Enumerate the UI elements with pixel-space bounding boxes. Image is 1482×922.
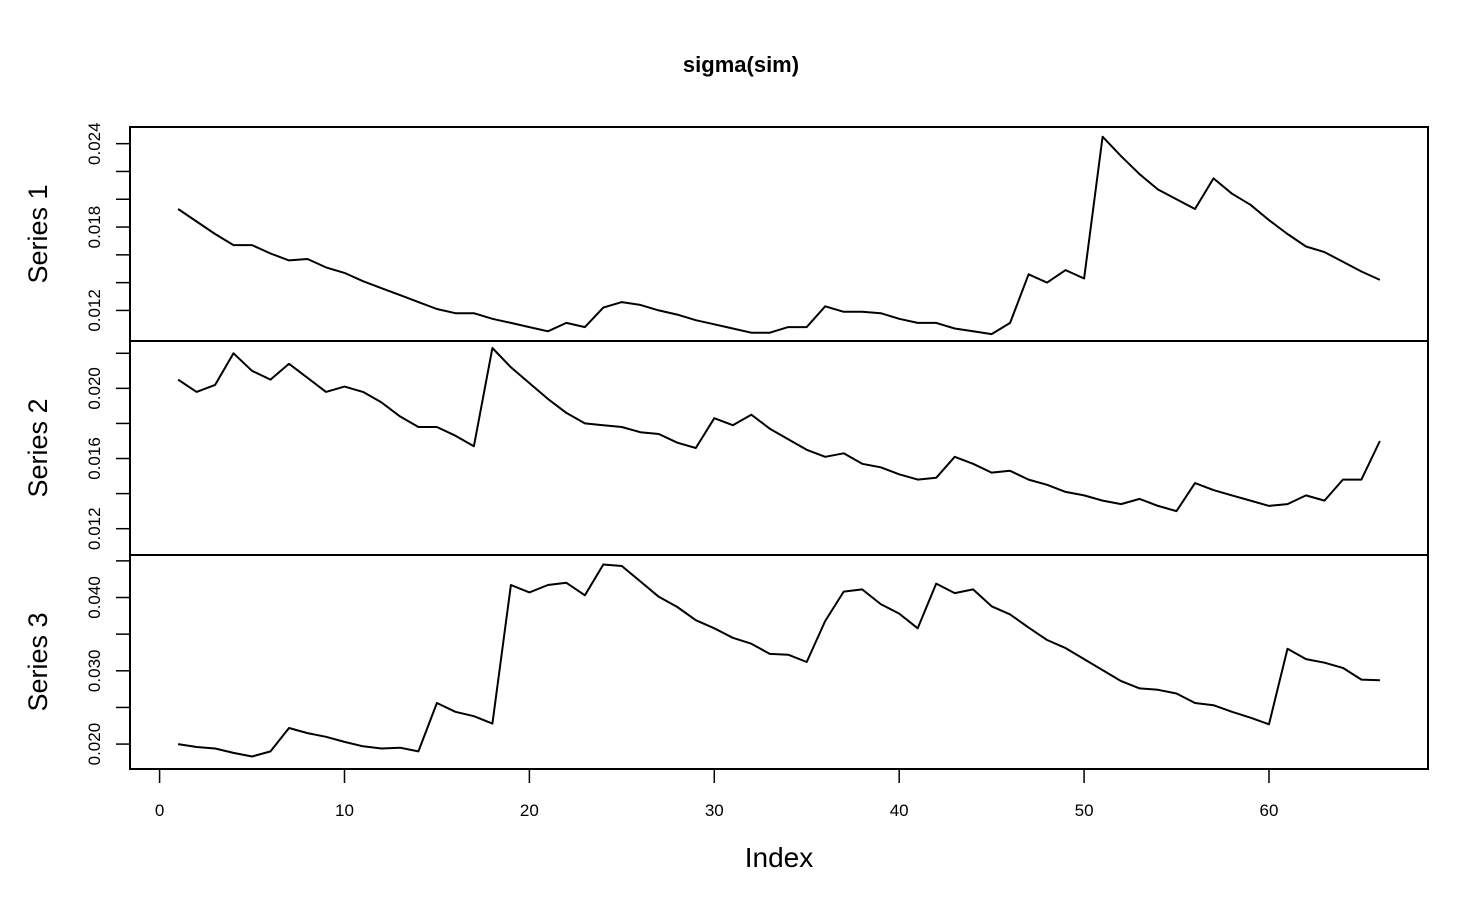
x-tick-label: 40 — [890, 801, 909, 820]
y-tick-label: 0.030 — [85, 650, 104, 693]
panel-1: 0.012 0.018 0.024 Series 1 — [23, 122, 1429, 342]
panels: 0.012 0.018 0.024 Series 1 0.012 0.016 0.020 Se… — [23, 122, 1429, 770]
panel-3: 0.020 0.030 0.040 Series 3 — [23, 554, 1429, 770]
series-label: Series 2 — [23, 398, 53, 497]
y-tick-label: 0.018 — [85, 206, 104, 249]
y-tick-label: 0.012 — [85, 507, 104, 550]
y-tick-label: 0.012 — [85, 289, 104, 332]
x-tick-label: 0 — [155, 801, 164, 820]
chart-title: sigma(sim) — [683, 52, 799, 77]
panel-frame — [129, 126, 1429, 342]
x-tick-label: 60 — [1260, 801, 1279, 820]
series-line — [177, 563, 1380, 758]
x-tick-label: 50 — [1075, 801, 1094, 820]
x-tick-label: 30 — [705, 801, 724, 820]
series-label: Series 1 — [23, 184, 53, 283]
x-tick-label: 20 — [520, 801, 539, 820]
y-tick-label: 0.024 — [85, 122, 104, 165]
panel-2: 0.012 0.016 0.020 Series 2 — [23, 340, 1429, 556]
y-tick-label: 0.020 — [85, 723, 104, 766]
x-axis-label: Index — [745, 842, 814, 873]
series-label: Series 3 — [23, 612, 53, 711]
x-tick-label: 10 — [335, 801, 354, 820]
y-tick-label: 0.016 — [85, 437, 104, 480]
series-line — [177, 347, 1381, 513]
panel-frame — [129, 340, 1429, 556]
y-tick-label: 0.040 — [85, 576, 104, 619]
y-tick-label: 0.020 — [85, 367, 104, 410]
x-axis: 0 10 20 30 40 50 60 — [155, 768, 1279, 820]
series-line — [177, 135, 1381, 336]
